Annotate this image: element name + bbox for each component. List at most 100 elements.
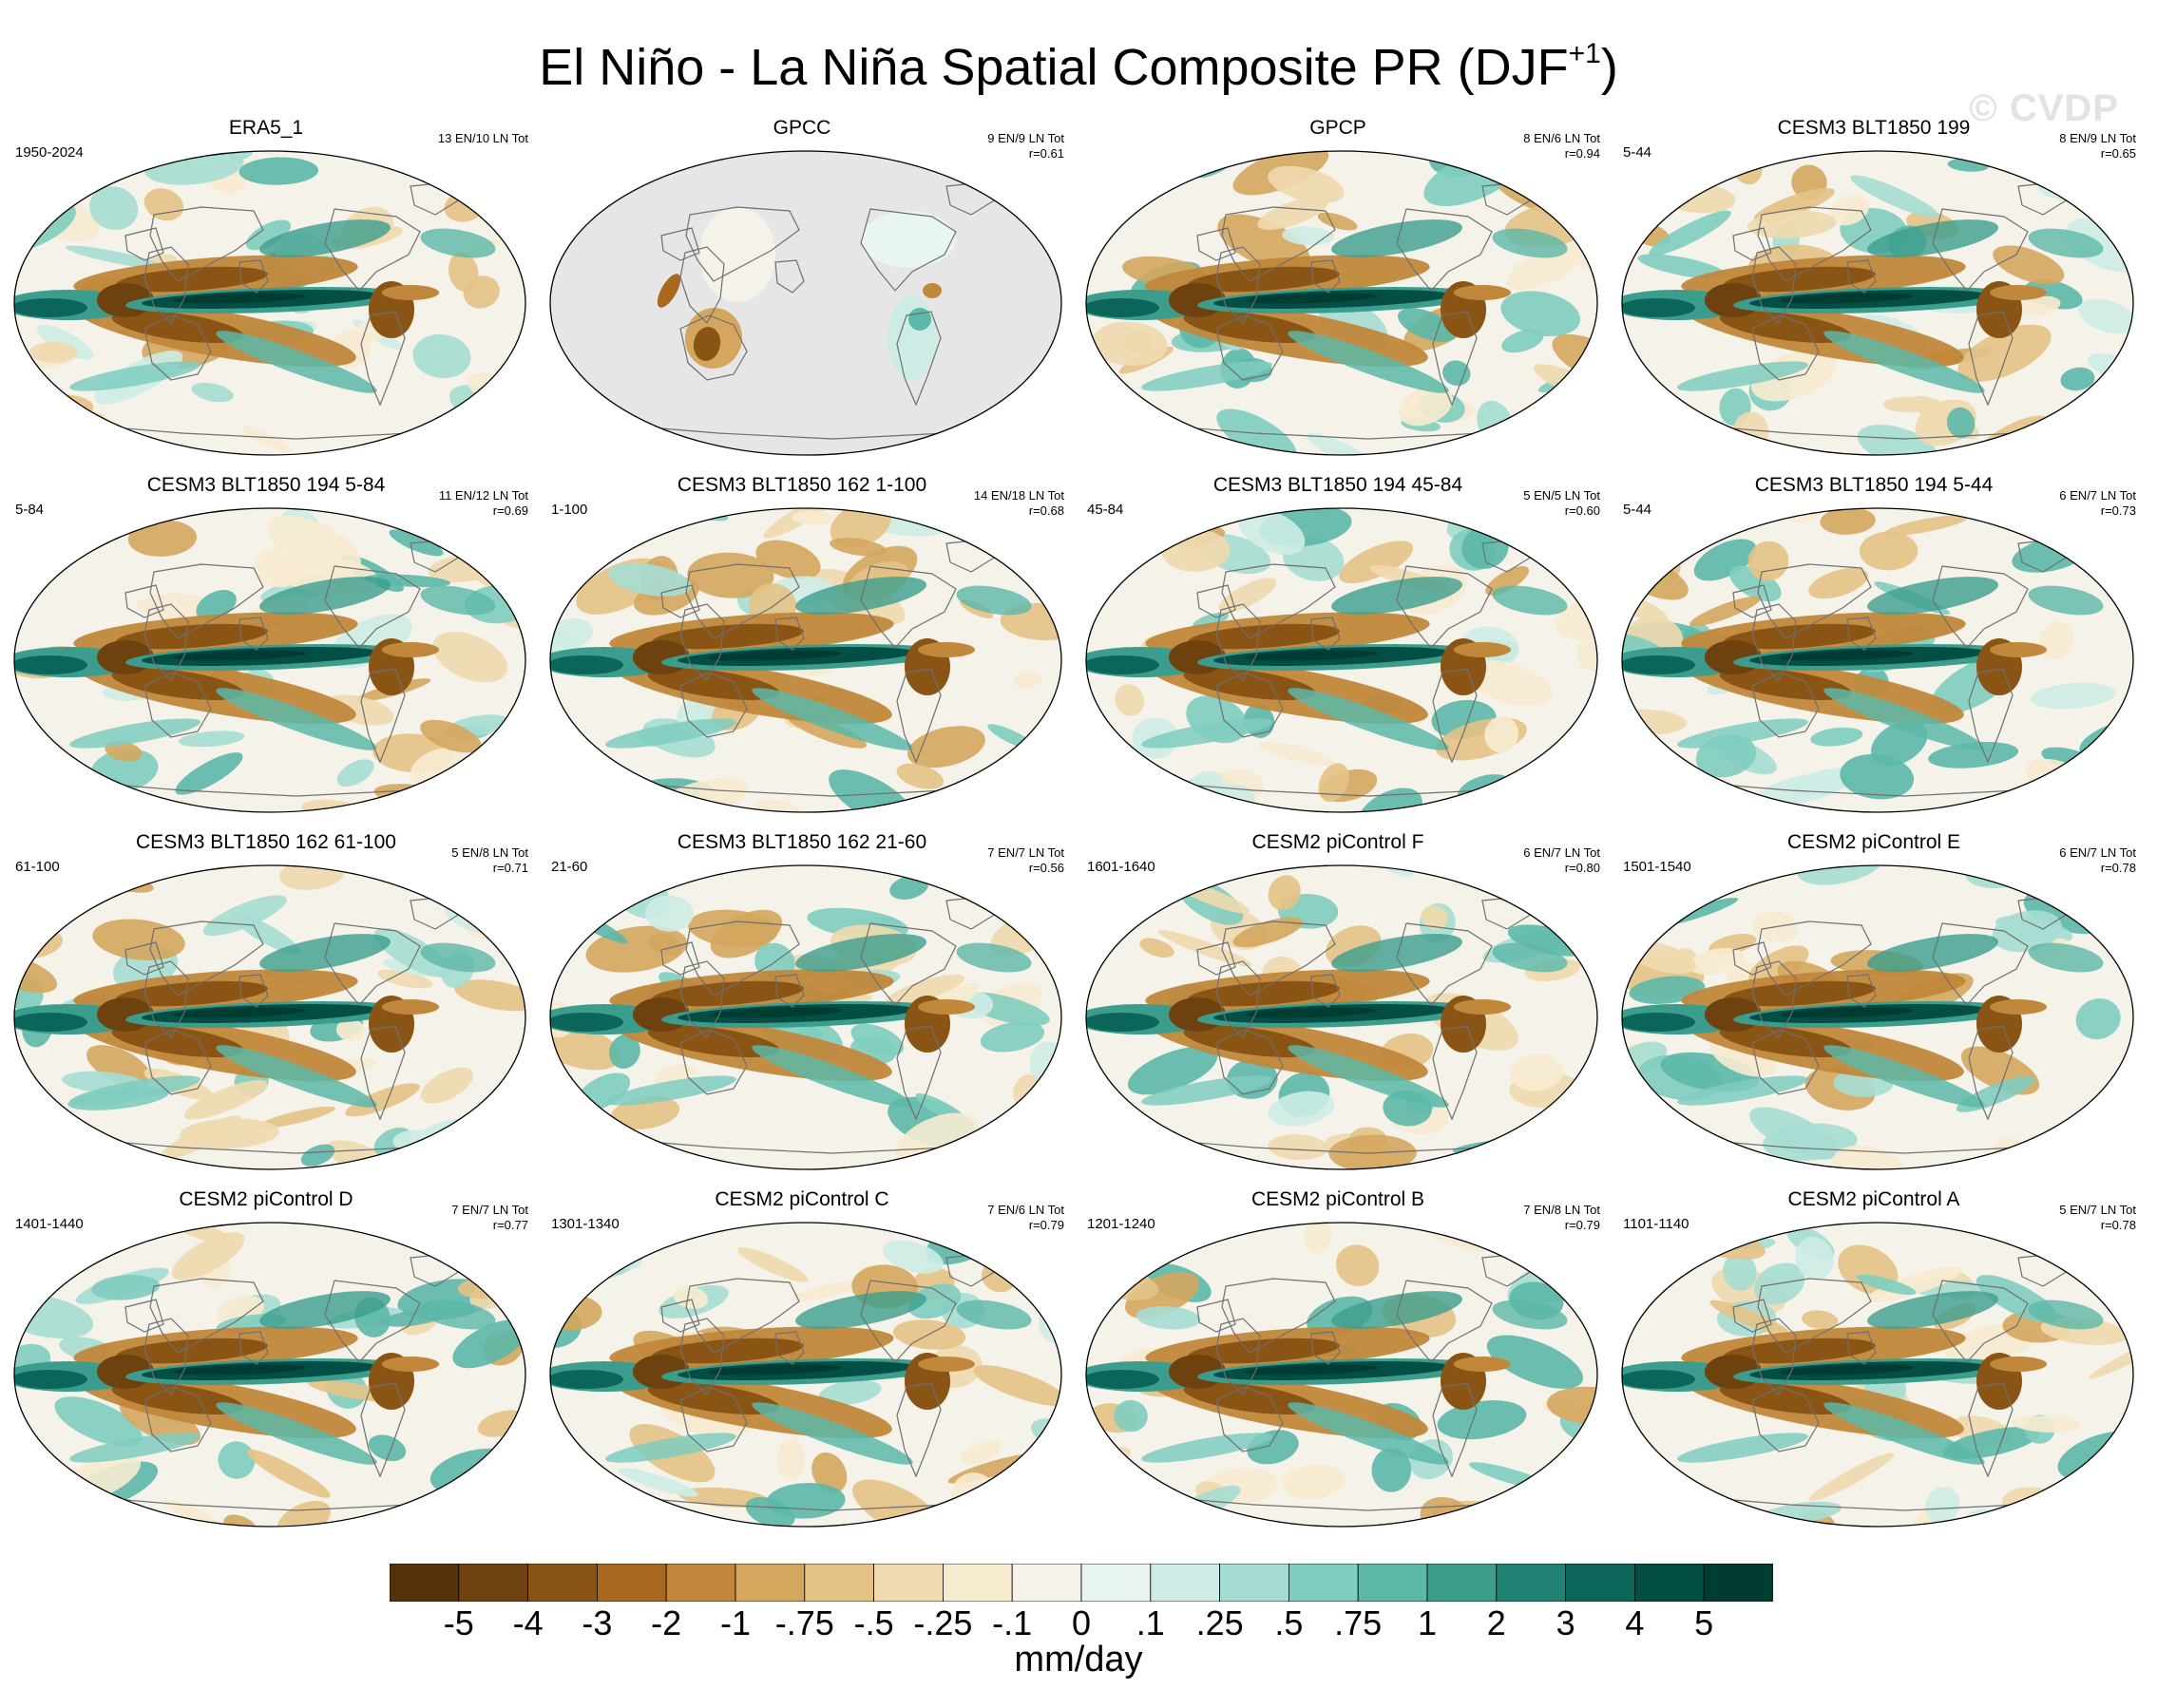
panel-correlation: r=0.61 [1028, 146, 1064, 161]
panel-period: 1-100 [551, 502, 588, 518]
map-border [1621, 1222, 2134, 1528]
colorbar-swatch [1288, 1564, 1359, 1602]
map-plot [1621, 1222, 2134, 1528]
panel-period: 1950-2024 [15, 144, 84, 161]
colorbar-swatch [1011, 1564, 1082, 1602]
panel-events: 5 EN/8 LN Tot [451, 845, 528, 860]
map-border [13, 150, 526, 456]
colorbar-tick-label: -3 [582, 1604, 613, 1642]
map-border [1085, 1222, 1598, 1528]
panel-period: 45-84 [1087, 502, 1124, 518]
panel-stats: 6 EN/7 LN Tot r=0.78 [2059, 845, 2136, 876]
colorbar-swatch [1080, 1564, 1152, 1602]
panel-period: 1301-1340 [551, 1216, 620, 1232]
map-plot [1621, 507, 2134, 813]
map-panel: CESM2 piControl E 1501-1540 6 EN/7 LN Tot r… [1608, 830, 2140, 1172]
panel-title: CESM3 BLT1850 162 61-100 [136, 831, 396, 853]
map-border [1621, 507, 2134, 813]
map-field [14, 151, 525, 455]
map-panel: CESM3 BLT1850 162 61-100 61-100 5 EN/8 LN … [0, 830, 532, 1172]
panel-correlation: r=0.77 [492, 1218, 528, 1232]
panel-events: 6 EN/7 LN Tot [1523, 845, 1600, 860]
panel-period: 21-60 [551, 859, 588, 875]
map-field [550, 508, 1061, 812]
panel-stats: 8 EN/6 LN Tot r=0.94 [1523, 131, 1600, 161]
map-border [13, 507, 526, 813]
panel-events: 9 EN/9 LN Tot [987, 131, 1064, 145]
map-field [14, 508, 525, 812]
colorbar-tick-label: -1 [719, 1604, 751, 1642]
panel-correlation: r=0.94 [1564, 146, 1600, 161]
colorbar [390, 1564, 1773, 1602]
map-field [1622, 1223, 2133, 1527]
panel-title: CESM3 BLT1850 162 1-100 [677, 474, 927, 496]
panel-title: ERA5_1 [228, 117, 304, 139]
watermark: © CVDP [1969, 87, 2119, 129]
map-field [550, 151, 1061, 455]
colorbar-tick-label: .75 [1334, 1604, 1383, 1642]
panel-correlation: r=0.79 [1564, 1218, 1600, 1232]
map-panel: CESM3 BLT1850 194 5-44 5-44 6 EN/7 LN Tot r… [1608, 473, 2140, 815]
panel-correlation: r=0.73 [2100, 503, 2136, 518]
colorbar-swatch [943, 1564, 1013, 1602]
map-border [549, 507, 1062, 813]
panel-events: 6 EN/7 LN Tot [2059, 488, 2136, 503]
panel-events: 13 EN/10 LN Tot [437, 131, 528, 145]
colorbar-swatch [873, 1564, 944, 1602]
colorbar-swatch [1426, 1564, 1498, 1602]
panel-period: 5-44 [1623, 144, 1652, 161]
map-field [14, 865, 525, 1169]
colorbar-swatch [1357, 1564, 1428, 1602]
map-field [1622, 865, 2133, 1169]
panel-correlation: r=0.68 [1028, 503, 1064, 518]
colorbar-swatch [458, 1564, 529, 1602]
colorbar-swatch [390, 1564, 460, 1602]
map-field [1086, 151, 1597, 455]
panel-title: CESM3 BLT1850 194 5-84 [146, 474, 386, 496]
panel-period: 1501-1540 [1623, 859, 1691, 875]
panel-title: CESM2 piControl B [1250, 1188, 1425, 1210]
colorbar-tick-label: -.1 [992, 1604, 1033, 1642]
panel-events: 7 EN/7 LN Tot [987, 845, 1064, 860]
colorbar-swatch [1565, 1564, 1635, 1602]
colorbar-swatch [1703, 1564, 1773, 1602]
map-border [13, 1222, 526, 1528]
map-panel: CESM3 BLT1850 194 45-84 45-84 5 EN/5 LN To… [1072, 473, 1604, 815]
panel-title: GPCC [773, 117, 831, 139]
figure-title: El Niño - La Niña Spatial Composite PR (… [539, 38, 1618, 96]
map-panel: CESM3 BLT1850 194 5-84 5-84 11 EN/12 LN To… [0, 473, 532, 815]
colorbar-swatch [665, 1564, 736, 1602]
panel-title: CESM2 piControl D [179, 1188, 353, 1210]
map-plot [549, 150, 1062, 456]
panel-events: 5 EN/5 LN Tot [1523, 488, 1600, 503]
map-plot [13, 507, 526, 813]
map-field [14, 1223, 525, 1527]
panel-stats: 8 EN/9 LN Tot r=0.65 [2059, 131, 2136, 161]
map-panel: GPCC 9 EN/9 LN Tot r=0.61 [536, 116, 1068, 458]
panel-stats: 7 EN/7 LN Tot r=0.77 [451, 1203, 528, 1233]
colorbar-tick-label: .1 [1136, 1604, 1165, 1642]
panel-title: CESM2 piControl C [715, 1188, 889, 1210]
panel-stats: 6 EN/7 LN Tot r=0.73 [2059, 488, 2136, 519]
panel-correlation: r=0.69 [492, 503, 528, 518]
colorbar-tick-label: 3 [1556, 1604, 1575, 1642]
map-border [1085, 864, 1598, 1170]
map-plot [1085, 864, 1598, 1170]
map-panel: CESM3 BLT1850 199 5-44 8 EN/9 LN Tot r=0.65 [1608, 116, 2140, 458]
colorbar-tick-label: -4 [512, 1604, 544, 1642]
colorbar-tick-label: -5 [443, 1604, 474, 1642]
map-panel: CESM2 piControl F 1601-1640 6 EN/7 LN Tot r… [1072, 830, 1604, 1172]
colorbar-tick-label: -.75 [774, 1604, 834, 1642]
panel-events: 8 EN/6 LN Tot [1523, 131, 1600, 145]
panel-period: 1101-1140 [1623, 1216, 1689, 1232]
map-plot [1621, 864, 2134, 1170]
map-panel: GPCP 8 EN/6 LN Tot r=0.94 [1072, 116, 1604, 458]
map-border [549, 864, 1062, 1170]
panel-title: CESM2 piControl A [1787, 1188, 1960, 1210]
panel-stats: 13 EN/10 LN Tot [438, 131, 528, 146]
map-plot [13, 1222, 526, 1528]
panel-period: 61-100 [15, 859, 60, 875]
map-panel: ERA5_1 1950-2024 13 EN/10 LN Tot [0, 116, 532, 458]
map-plot [1085, 150, 1598, 456]
colorbar-tick-label: 4 [1625, 1604, 1645, 1642]
